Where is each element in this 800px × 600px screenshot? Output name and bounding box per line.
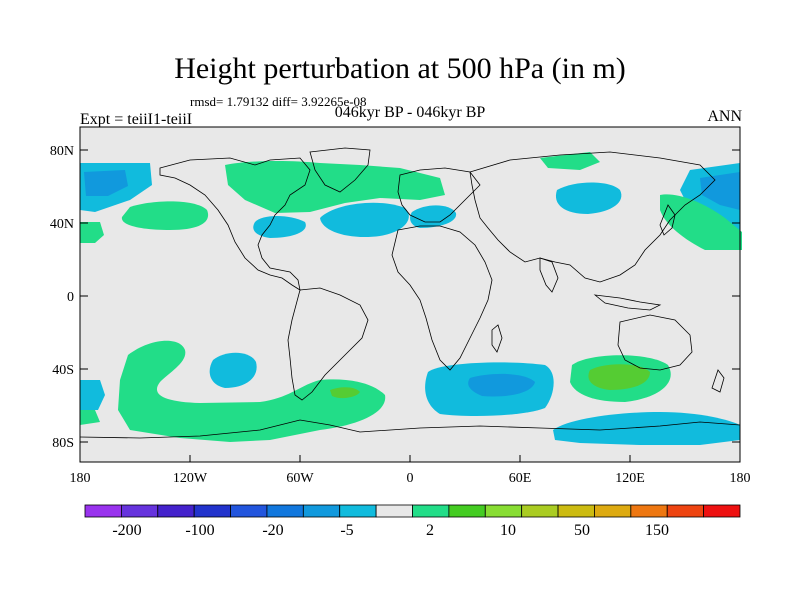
- negative-region-antarctic-pacific: [553, 412, 740, 445]
- lon-tick-label: 120E: [615, 471, 645, 486]
- figure-title: Height perturbation at 500 hPa (in m): [174, 52, 626, 85]
- coast-greenland: [309, 147, 371, 193]
- colorbar-swatch: [375, 504, 413, 518]
- coast-south-america: [287, 287, 369, 401]
- colorbar-label: 150: [645, 522, 669, 539]
- positive-region-dateline: [80, 222, 104, 243]
- coast-africa: [391, 225, 493, 371]
- colorbar-swatch: [448, 504, 486, 518]
- coast-new-zealand: [711, 369, 725, 393]
- colorbar-label: 10: [500, 522, 516, 539]
- colorbar-swatch: [84, 504, 122, 518]
- colorbar-swatch: [484, 504, 523, 518]
- coast-indonesia: [593, 294, 662, 311]
- lat-tick-label: 0: [67, 290, 74, 305]
- colorbar-swatch: [630, 504, 668, 518]
- negative-core-east-pacific: [700, 172, 740, 210]
- coast-australia: [617, 314, 693, 371]
- negative-region-europe: [410, 205, 457, 228]
- coast-north-america: [159, 157, 311, 291]
- lat-tick-label: 40S: [52, 363, 74, 378]
- coast-antarctica: [79, 419, 741, 439]
- lon-tick-label: 60W: [286, 471, 314, 486]
- colorbar-swatch: [557, 504, 595, 518]
- colorbar-swatch: [193, 504, 231, 518]
- positive-region-north-atlantic: [225, 160, 445, 213]
- colorbar-label: -200: [112, 522, 141, 539]
- colorbar-swatch: [120, 504, 159, 518]
- colorbar-swatch: [266, 504, 304, 518]
- lon-tick-label: 60E: [509, 471, 532, 486]
- colorbar-swatch: [302, 504, 341, 518]
- anomaly-contours: [80, 152, 742, 445]
- stats-line: rmsd= 1.79132 diff= 3.92265e-08: [190, 94, 367, 109]
- coast-japan: [659, 204, 676, 236]
- coast-asia: [469, 151, 716, 283]
- lat-tick-label: 80S: [52, 436, 74, 451]
- colorbar-swatch: [339, 504, 377, 518]
- negative-core-south-indian: [468, 373, 535, 397]
- experiment-label: Expt = teiiI1-teiiI: [80, 111, 193, 128]
- coast-india: [539, 257, 559, 293]
- colorbar-labels: -200 -100 -20 -5 2 10 50 150: [112, 522, 669, 539]
- colorbar-label: -5: [340, 522, 353, 539]
- lat-tick-label: 40N: [50, 217, 74, 232]
- season-label: ANN: [707, 108, 742, 125]
- colorbar-label: -100: [185, 522, 214, 539]
- negative-region-north-atlantic: [320, 202, 409, 238]
- lon-tick-label: 0: [407, 471, 414, 486]
- negative-region-north-america: [253, 216, 306, 238]
- negative-region-southwest-pacific: [80, 380, 105, 410]
- colorbar-swatch: [157, 504, 195, 518]
- colorbar-swatch: [230, 504, 268, 518]
- lon-axis: [79, 455, 741, 462]
- lon-tick-label: 180: [70, 471, 91, 486]
- positive-region-south-pacific: [118, 340, 386, 442]
- colorbar-swatch: [594, 504, 632, 518]
- coastlines: [79, 147, 741, 439]
- colorbar-swatch: [666, 504, 705, 518]
- lon-tick-label: 180: [730, 471, 751, 486]
- coast-europe: [397, 167, 481, 223]
- colorbar-swatch: [412, 504, 450, 518]
- positive-core-south-atlantic: [330, 387, 360, 399]
- negative-region-central-asia: [555, 182, 622, 214]
- map-panel: 80N 40N 0 40S 80S 180 120W 60W 0 60E 120…: [50, 126, 751, 486]
- positive-core-southern-ocean: [588, 364, 650, 390]
- negative-core-north-pacific: [84, 170, 128, 196]
- lon-tick-labels: 180 120W 60W 0 60E 120E 180: [70, 471, 751, 486]
- lon-tick-label: 120W: [173, 471, 208, 486]
- coast-madagascar: [491, 324, 503, 353]
- lat-tick-label: 80N: [50, 144, 74, 159]
- figure-subtitle: 046kyr BP - 046kyr BP: [334, 104, 486, 121]
- negative-region-southeast-pacific: [209, 352, 257, 388]
- positive-region-central-pacific: [121, 201, 209, 230]
- positive-region-arctic-east: [540, 152, 600, 170]
- colorbar-label: 50: [574, 522, 590, 539]
- positive-region-west-pacific: [660, 194, 742, 250]
- colorbar-label: 2: [426, 522, 434, 539]
- colorbar-swatch: [521, 504, 559, 518]
- colorbar: [84, 504, 741, 518]
- positive-region-south-dateline: [80, 410, 100, 425]
- colorbar-label: -20: [262, 522, 283, 539]
- lat-axis: [80, 149, 740, 443]
- lat-tick-labels: 80N 40N 0 40S 80S: [50, 144, 74, 451]
- colorbar-swatch: [703, 504, 741, 518]
